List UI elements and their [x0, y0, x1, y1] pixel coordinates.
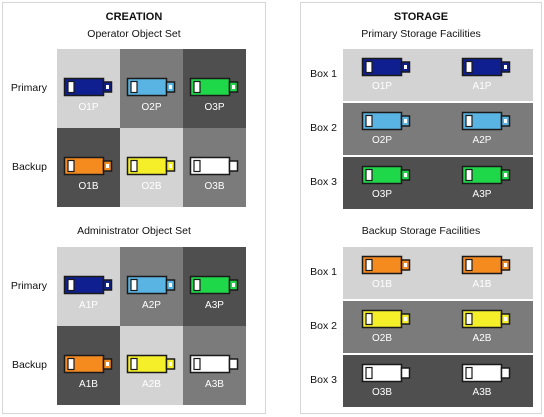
box-item-label: A2P [472, 135, 492, 146]
box-item-label: O3P [371, 189, 392, 200]
usb-drive-icon [461, 309, 511, 329]
box-label-2: Box 2 [310, 122, 337, 134]
usb-drive-icon [361, 165, 411, 185]
tile-label: A3P [205, 300, 224, 311]
box-item-label: O2B [371, 333, 392, 344]
storage-box-2: O2B A2B [343, 301, 533, 353]
usb-drive-icon [461, 363, 511, 383]
usb-drive-icon [126, 77, 176, 97]
usb-drive-icon [189, 354, 239, 374]
tile-label: A2B [142, 379, 161, 390]
object-tile-o1p: O1P [57, 49, 120, 128]
usb-drive-icon [361, 57, 411, 77]
usb-drive-icon [189, 77, 239, 97]
box-item-label: O1P [371, 81, 392, 92]
object-tile-a1b: A1B [57, 326, 120, 405]
storage-title: STORAGE [393, 11, 449, 23]
object-tile-a3p: A3P [183, 247, 246, 326]
object-tile-a1p: A1P [57, 247, 120, 326]
box-item-label: O2P [371, 135, 392, 146]
row-label-backup: Backup [11, 161, 47, 173]
storage-panel: STORAGE Primary Storage Facilities Box 1… [300, 2, 542, 414]
object-tile-a2b: A2B [120, 326, 183, 405]
creation-title: CREATION [105, 11, 163, 23]
usb-drive-icon [63, 77, 113, 97]
usb-drive-icon [63, 354, 113, 374]
box-item-label: O3B [371, 387, 392, 398]
usb-drive-icon [361, 309, 411, 329]
tile-label: O1P [78, 102, 99, 113]
box-label-3: Box 3 [310, 374, 337, 386]
usb-drive-icon [461, 57, 511, 77]
tile-label: A2P [142, 300, 161, 311]
usb-drive-icon [63, 275, 113, 295]
creation-panel: CREATION Operator Object Set Primary O1P O… [2, 2, 266, 414]
object-tile-o1b: O1B [57, 128, 120, 207]
box-label-1: Box 1 [310, 266, 337, 278]
backup-storage-title: Backup Storage Facilities [361, 225, 481, 237]
object-tile-o3p: O3P [183, 49, 246, 128]
usb-drive-icon [63, 156, 113, 176]
box-label-3: Box 3 [310, 176, 337, 188]
administrator-set-title: Administrator Object Set [77, 225, 191, 237]
usb-drive-icon [189, 156, 239, 176]
usb-drive-icon [126, 275, 176, 295]
usb-drive-icon [361, 111, 411, 131]
object-tile-o2b: O2B [120, 128, 183, 207]
usb-drive-icon [461, 111, 511, 131]
box-label-1: Box 1 [310, 68, 337, 80]
tile-label: O1B [78, 181, 99, 192]
usb-drive-icon [126, 354, 176, 374]
usb-drive-icon [461, 165, 511, 185]
storage-box-1: O1P A1P [343, 49, 533, 101]
storage-box-3: O3P A3P [343, 157, 533, 209]
tile-label: A1P [79, 300, 98, 311]
row-label-primary: Primary [10, 82, 47, 94]
storage-box-1: O1B A1B [343, 247, 533, 299]
tile-label: O2P [141, 102, 162, 113]
object-tile-a2p: A2P [120, 247, 183, 326]
usb-drive-icon [361, 363, 411, 383]
primary-storage-title: Primary Storage Facilities [361, 28, 481, 40]
usb-drive-icon [361, 255, 411, 275]
object-tile-o3b: O3B [183, 128, 246, 207]
usb-drive-icon [189, 275, 239, 295]
row-label-primary: Primary [10, 280, 47, 292]
box-item-label: O1B [371, 279, 392, 290]
box-item-label: A3B [472, 387, 492, 398]
row-label-backup: Backup [11, 359, 47, 371]
usb-drive-icon [461, 255, 511, 275]
tile-label: O3P [204, 102, 225, 113]
box-item-label: A3P [472, 189, 492, 200]
box-item-label: A2B [472, 333, 492, 344]
tile-label: O3B [204, 181, 225, 192]
tile-label: O2B [141, 181, 162, 192]
usb-drive-icon [126, 156, 176, 176]
tile-label: A3B [205, 379, 224, 390]
box-item-label: A1B [472, 279, 492, 290]
operator-set-title: Operator Object Set [87, 28, 181, 40]
object-tile-o2p: O2P [120, 49, 183, 128]
object-tile-a3b: A3B [183, 326, 246, 405]
storage-box-2: O2P A2P [343, 103, 533, 155]
tile-label: A1B [79, 379, 98, 390]
storage-box-3: O3B A3B [343, 355, 533, 407]
box-item-label: A1P [472, 81, 492, 92]
box-label-2: Box 2 [310, 320, 337, 332]
